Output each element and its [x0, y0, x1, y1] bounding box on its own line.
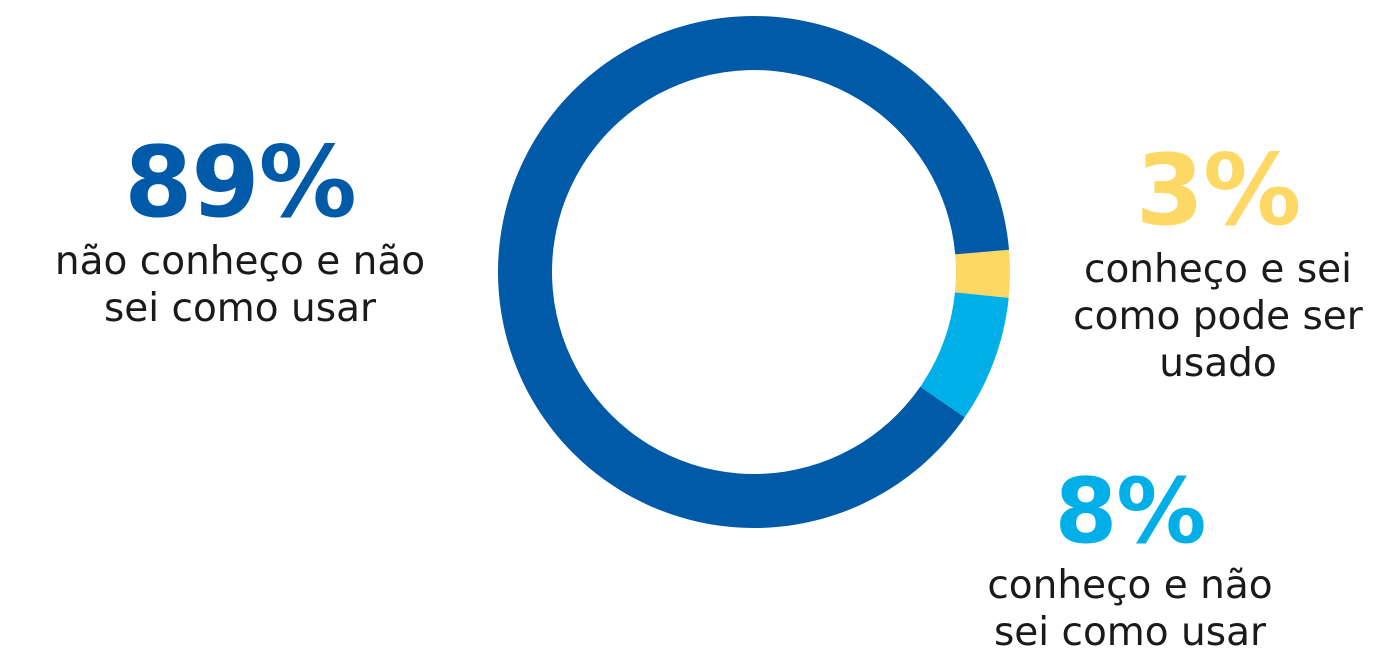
- dont-know-percent: 89%: [124, 126, 357, 240]
- know-dont-use-label-line-2: sei como usar: [993, 610, 1267, 655]
- callout-know-dont-use: 8% conheço e não sei como usar: [950, 462, 1310, 656]
- dont-know-label: não conheço e não sei como usar: [20, 238, 460, 332]
- slice-know-dont-use: [920, 292, 1009, 418]
- callout-dont-know: 89% não conheço e não sei como usar: [20, 128, 460, 332]
- know-use-percent: 3%: [1135, 134, 1301, 248]
- callout-know-use: 3% conheço e sei como pode ser usado: [1048, 136, 1388, 387]
- know-use-label-line-3: usado: [1159, 341, 1277, 386]
- know-dont-use-label-line-1: conheço e não: [987, 563, 1273, 608]
- slice-know-use: [954, 249, 1010, 298]
- know-use-label: conheço e sei como pode ser usado: [1048, 246, 1388, 387]
- dont-know-label-line-2: sei como usar: [103, 286, 377, 331]
- slice-dont-know: [498, 16, 1010, 528]
- know-dont-use-label: conheço e não sei como usar: [950, 562, 1310, 656]
- know-use-label-line-1: conheço e sei: [1084, 247, 1352, 292]
- know-use-label-line-2: como pode ser: [1073, 294, 1363, 339]
- dont-know-label-line-1: não conheço e não: [54, 239, 426, 284]
- know-dont-use-percent: 8%: [1054, 459, 1207, 564]
